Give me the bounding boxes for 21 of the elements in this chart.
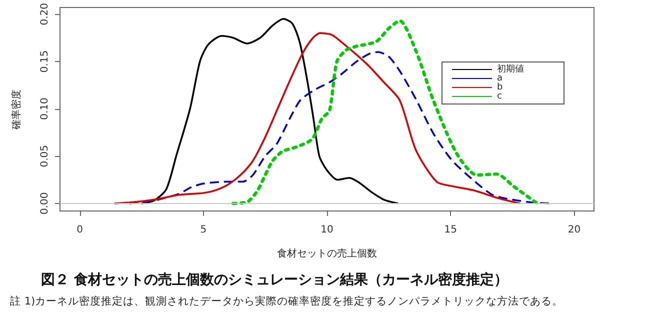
x-tick-label: 0 (76, 224, 83, 236)
x-tick-label: 10 (320, 224, 334, 236)
y-axis-title: 確率密度 (10, 89, 22, 130)
legend-label: b (497, 82, 503, 92)
legend-label: 初期値 (497, 64, 524, 74)
text: 註 1)カーネル密度推定は、観測されたデータから実際の確率密度を推定するノンパラメトリックな方法である。 (10, 294, 564, 308)
x-axis-title: 食材セットの売上個数 (277, 248, 377, 260)
legend-label: c (497, 92, 502, 102)
y-tick-label: 0.10 (40, 98, 50, 120)
line-series (140, 18, 399, 204)
line-series (231, 19, 539, 206)
y-tick-label: 0.20 (40, 3, 50, 26)
text: 図２ 食材セットの売上個数のシミュレーション結果（カーネル密度推定） (41, 271, 508, 288)
x-tick-label: 5 (200, 224, 207, 236)
line-series (128, 51, 550, 204)
y-tick-label: 0.05 (40, 144, 50, 168)
x-tick-label: 20 (568, 224, 581, 236)
y-tick-label: 0.15 (40, 50, 50, 73)
legend-label: a (497, 74, 503, 84)
x-tick-label: 15 (444, 224, 457, 236)
y-tick-label: 0.00 (40, 192, 50, 215)
